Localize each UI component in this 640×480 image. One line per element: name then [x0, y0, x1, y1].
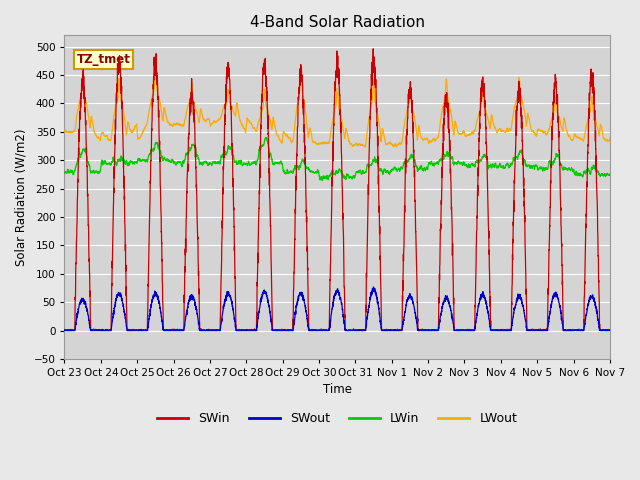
Text: TZ_tmet: TZ_tmet [76, 53, 131, 66]
Y-axis label: Solar Radiation (W/m2): Solar Radiation (W/m2) [15, 128, 28, 266]
Legend: SWin, SWout, LWin, LWout: SWin, SWout, LWin, LWout [152, 407, 522, 430]
X-axis label: Time: Time [323, 384, 352, 396]
Title: 4-Band Solar Radiation: 4-Band Solar Radiation [250, 15, 425, 30]
